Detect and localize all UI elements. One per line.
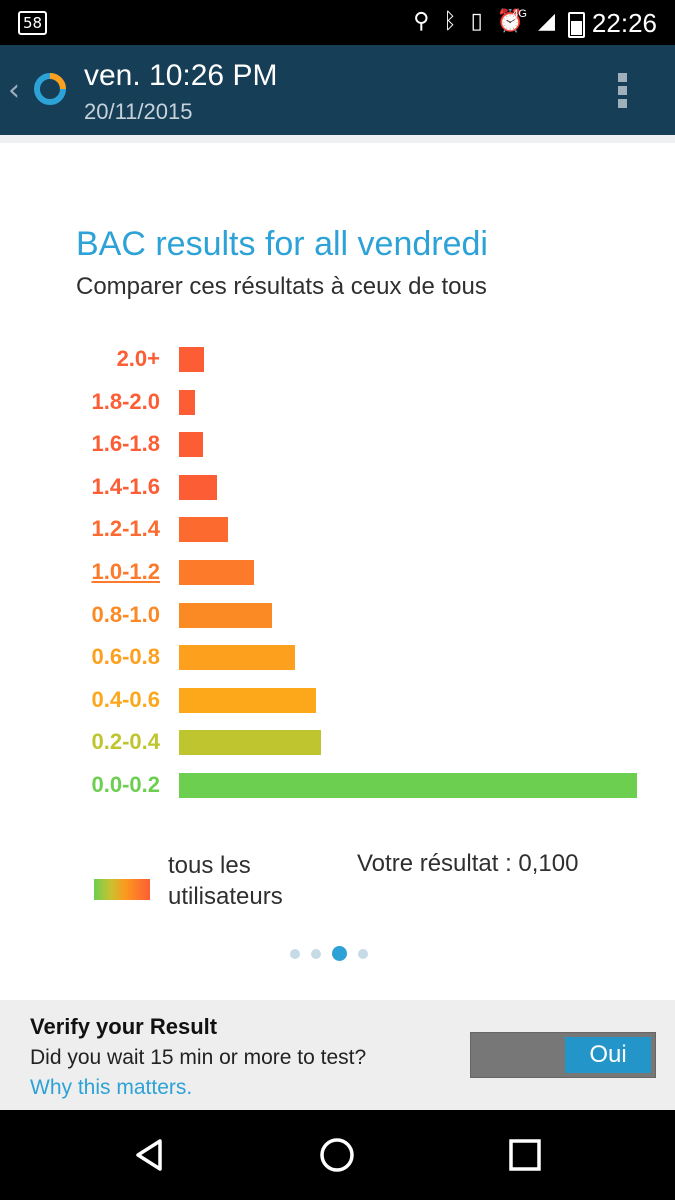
page-dot-active[interactable] bbox=[332, 946, 347, 961]
category-label: 0.4-0.6 bbox=[91, 686, 161, 712]
status-bar: 58 ⚲ ᛒ ▯ ⏰ ◢ 4G 22:26 bbox=[0, 0, 675, 45]
toggle-on-label[interactable]: Oui bbox=[565, 1037, 651, 1073]
signal-icon: ◢ bbox=[538, 9, 555, 34]
chart-title: BAC results for all vendredi bbox=[76, 225, 488, 263]
page-title: ven. 10:26 PM bbox=[84, 59, 278, 92]
notification-count-badge: 58 bbox=[18, 11, 48, 35]
recents-square-icon[interactable] bbox=[505, 1135, 545, 1175]
category-label: 1.2-1.4 bbox=[91, 516, 161, 542]
your-result-text: Votre résultat : 0,100 bbox=[357, 850, 579, 877]
home-circle-icon[interactable] bbox=[317, 1135, 357, 1175]
app-bar: ‹ ven. 10:26 PM 20/11/2015 bbox=[0, 45, 675, 135]
category-label: 0.6-0.8 bbox=[91, 644, 161, 670]
bar bbox=[179, 560, 254, 585]
page-dot[interactable] bbox=[311, 948, 321, 959]
location-icon: ⚲ bbox=[413, 9, 430, 34]
nav-bar bbox=[0, 1110, 675, 1200]
battery-icon bbox=[568, 12, 585, 38]
category-label: 0.8-1.0 bbox=[91, 601, 161, 627]
network-type: 4G bbox=[512, 8, 527, 20]
bar bbox=[179, 517, 228, 543]
alarm-icon: ⏰ bbox=[496, 9, 525, 34]
legend-label: tous les utilisateurs bbox=[168, 852, 283, 910]
bar bbox=[179, 602, 272, 628]
bar bbox=[179, 645, 295, 671]
donut-logo-icon[interactable] bbox=[32, 71, 68, 107]
divider bbox=[0, 135, 675, 143]
bar bbox=[179, 730, 321, 756]
bar bbox=[179, 347, 204, 372]
bluetooth-icon: ᛒ bbox=[443, 9, 457, 34]
bar bbox=[179, 389, 195, 415]
page-dot[interactable] bbox=[290, 948, 300, 959]
vibrate-icon: ▯ bbox=[470, 9, 483, 34]
chart-subtitle: Comparer ces résultats à ceux de tous bbox=[76, 273, 487, 300]
legend-gradient-swatch bbox=[94, 879, 150, 900]
verify-title: Verify your Result bbox=[30, 1014, 218, 1039]
status-time: 22:26 bbox=[591, 8, 657, 38]
page-date: 20/11/2015 bbox=[84, 99, 193, 124]
bar bbox=[179, 474, 217, 500]
back-chevron-icon[interactable]: ‹ bbox=[8, 73, 20, 108]
category-label: 0.0-0.2 bbox=[91, 772, 161, 797]
status-icons: ⚲ ᛒ ▯ ⏰ ◢ bbox=[413, 9, 555, 34]
category-label: 1.0-1.2 bbox=[91, 559, 161, 584]
bar bbox=[179, 432, 203, 458]
category-label: 0.2-0.4 bbox=[91, 729, 161, 755]
overflow-menu-icon[interactable] bbox=[612, 73, 632, 113]
page-dot[interactable] bbox=[358, 948, 368, 959]
category-label: 1.8-2.0 bbox=[91, 388, 161, 414]
bar bbox=[179, 687, 316, 713]
verify-panel: Verify your Result Did you wait 15 min o… bbox=[0, 1000, 675, 1110]
bar bbox=[179, 773, 637, 798]
category-label: 1.4-1.6 bbox=[91, 473, 161, 499]
wait-toggle[interactable]: Oui bbox=[470, 1032, 656, 1078]
back-triangle-icon[interactable] bbox=[130, 1135, 170, 1175]
category-label: 1.6-1.8 bbox=[91, 431, 161, 457]
category-label: 2.0+ bbox=[116, 346, 160, 371]
page-indicator bbox=[290, 946, 368, 961]
why-this-matters-link[interactable]: Why this matters. bbox=[30, 1076, 193, 1099]
verify-question: Did you wait 15 min or more to test? bbox=[30, 1046, 367, 1069]
